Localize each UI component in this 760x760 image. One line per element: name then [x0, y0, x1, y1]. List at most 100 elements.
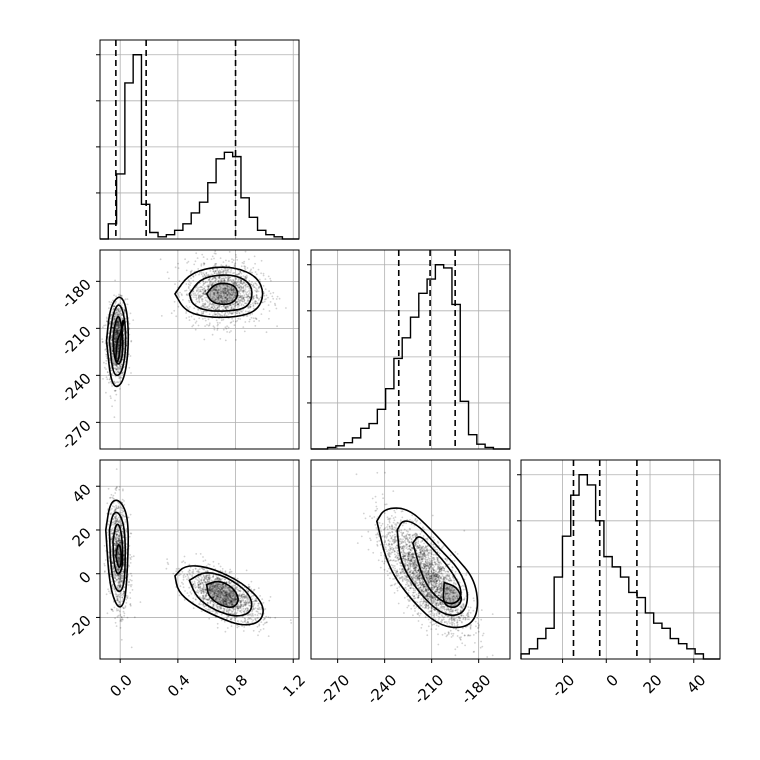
sample-point [235, 278, 238, 280]
sample-point [120, 314, 123, 317]
x-tick-label: 20 [640, 671, 666, 697]
sample-point [242, 262, 245, 265]
sample-point [204, 306, 207, 309]
sample-point [120, 316, 122, 319]
sample-point [260, 621, 263, 623]
sample-point [244, 603, 246, 606]
sample-point [118, 324, 121, 327]
sample-point [213, 326, 216, 329]
sample-point [103, 361, 105, 364]
sample-point [172, 572, 175, 575]
panel-frame [310, 249, 511, 450]
sample-point [198, 603, 201, 606]
sample-point [115, 328, 118, 330]
sample-point [236, 626, 239, 629]
sample-point [116, 325, 118, 328]
sample-point [268, 599, 271, 602]
sample-point [222, 318, 225, 321]
sample-point [116, 330, 119, 333]
sample-point [242, 298, 245, 300]
sample-point [125, 530, 127, 532]
sample-point [264, 622, 266, 625]
sample-point [129, 355, 132, 357]
sample-point [209, 610, 211, 612]
sample-point [239, 285, 242, 287]
sample-point [195, 586, 198, 588]
sample-point [243, 620, 246, 623]
sample-point [250, 316, 253, 319]
sample-point [114, 332, 116, 334]
sample-point [243, 626, 246, 628]
sample-point [121, 575, 123, 577]
sample-point [119, 310, 122, 312]
sample-point [247, 293, 250, 296]
sample-point [116, 331, 119, 334]
sample-point [238, 301, 241, 303]
sample-point [113, 588, 116, 590]
sample-point [208, 279, 211, 281]
sample-point [119, 614, 122, 616]
sample-point [112, 308, 115, 311]
sample-point [123, 308, 126, 311]
sample-point [212, 307, 215, 310]
sample-point [112, 305, 115, 307]
sample-point [111, 349, 114, 352]
sample-point [112, 322, 115, 325]
sample-point [223, 620, 226, 623]
sample-point [195, 298, 198, 301]
sample-point [238, 283, 241, 286]
sample-point [211, 278, 213, 281]
sample-point [177, 294, 180, 296]
sample-point [111, 326, 114, 329]
sample-point [117, 368, 120, 371]
sample-point [116, 518, 119, 521]
sample-point [113, 294, 115, 297]
sample-point [123, 328, 125, 331]
sample-point [122, 329, 125, 332]
sample-point [230, 321, 233, 324]
sample-point [123, 341, 125, 343]
sample-point [110, 314, 112, 316]
sample-point [260, 259, 263, 262]
sample-point [193, 263, 196, 266]
sample-point [117, 370, 120, 373]
sample-point [115, 339, 117, 342]
sample-point [117, 308, 119, 311]
sample-point [194, 584, 197, 587]
sample-point [113, 389, 116, 392]
sample-point [121, 371, 124, 374]
sample-point [120, 367, 122, 370]
sample-point [265, 331, 268, 334]
sample-point [245, 296, 248, 299]
sample-point [115, 541, 118, 544]
sample-point [113, 305, 116, 308]
sample-point [201, 275, 204, 278]
sample-point [116, 332, 118, 335]
sample-point [182, 299, 184, 301]
sample-point [115, 323, 118, 325]
sample-point [252, 284, 255, 287]
sample-point [249, 303, 252, 306]
sample-point [116, 308, 118, 311]
sample-point [232, 259, 235, 261]
sample-point [117, 340, 120, 343]
sample-point [187, 576, 190, 578]
sample-point [121, 579, 123, 582]
sample-point [193, 307, 196, 310]
sample-point [107, 588, 109, 591]
sample-point [248, 320, 251, 323]
sample-point [199, 553, 202, 555]
sample-point [105, 362, 107, 365]
sample-point [240, 272, 243, 275]
sample-point [215, 262, 218, 265]
sample-point [194, 274, 197, 276]
sample-point [242, 275, 245, 277]
sample-point [112, 356, 114, 359]
sample-point [118, 323, 120, 326]
sample-point [127, 383, 130, 386]
sample-point [202, 283, 205, 285]
sample-point [115, 310, 118, 312]
sample-point [129, 558, 132, 561]
sample-point [208, 597, 211, 600]
sample-point [204, 317, 206, 319]
